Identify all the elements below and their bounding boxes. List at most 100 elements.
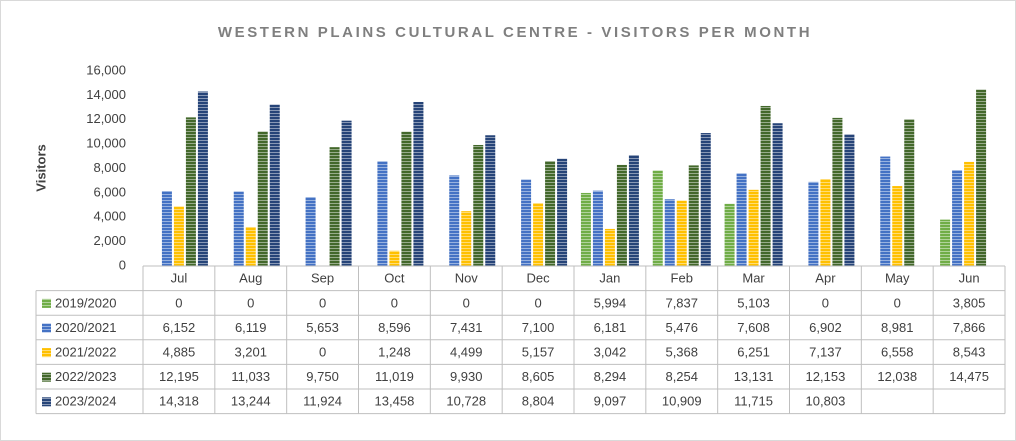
bar	[545, 161, 556, 266]
table-value: 8,596	[378, 320, 411, 335]
table-value: 3,042	[594, 345, 627, 360]
bar	[245, 226, 256, 266]
table-value: 6,152	[163, 320, 196, 335]
table-value: 13,131	[734, 369, 774, 384]
table-value: 7,837	[665, 295, 698, 310]
table-value: 8,294	[594, 369, 627, 384]
y-tick-label: 12,000	[86, 111, 126, 126]
table-value: 5,476	[665, 320, 698, 335]
table-value: 3,805	[953, 295, 986, 310]
table-value: 6,181	[594, 320, 627, 335]
x-tick-label: May	[885, 271, 910, 286]
x-tick-label: Jun	[959, 271, 980, 286]
table-value: 7,431	[450, 320, 483, 335]
bar	[904, 119, 915, 267]
table-value: 13,458	[375, 394, 415, 409]
bar	[329, 147, 340, 266]
table-value: 13,244	[231, 394, 271, 409]
bar	[389, 250, 400, 266]
bar	[233, 191, 244, 266]
x-tick-label: Oct	[384, 271, 405, 286]
legend-key	[42, 323, 51, 333]
bar	[652, 170, 663, 266]
bar	[604, 228, 615, 266]
table-value: 1,248	[378, 345, 411, 360]
bar	[772, 123, 783, 266]
bar	[688, 165, 699, 266]
bar	[533, 203, 544, 266]
bar	[485, 135, 496, 266]
y-tick-label: 8,000	[93, 160, 126, 175]
bar	[976, 89, 987, 266]
legend-label: 2022/2023	[55, 369, 116, 384]
table-value: 9,097	[594, 394, 627, 409]
table-value: 7,137	[809, 345, 842, 360]
y-tick-label: 0	[119, 257, 126, 272]
bar	[197, 91, 208, 266]
legend-label: 2023/2024	[55, 394, 116, 409]
x-tick-label: Apr	[815, 271, 836, 286]
chart-title: WESTERN PLAINS CULTURAL CENTRE - VISITOR…	[218, 24, 812, 41]
table-value: 0	[175, 295, 182, 310]
bar	[940, 219, 951, 266]
table-value: 11,033	[231, 369, 270, 384]
table-value: 8,804	[522, 394, 555, 409]
table-value: 0	[391, 295, 398, 310]
x-tick-label: Nov	[455, 271, 479, 286]
y-tick-label: 16,000	[86, 62, 126, 77]
y-tick-label: 6,000	[93, 184, 126, 199]
legend-key	[42, 397, 51, 407]
table-value: 6,902	[809, 320, 842, 335]
legend-label: 2021/2022	[55, 345, 116, 360]
y-tick-label: 10,000	[86, 136, 126, 151]
table-value: 7,100	[522, 320, 555, 335]
bar	[832, 117, 843, 266]
table-value: 8,254	[665, 369, 698, 384]
x-tick-label: Feb	[671, 271, 693, 286]
bar	[173, 206, 184, 266]
legend-key	[42, 372, 51, 382]
bar	[557, 158, 568, 266]
table-value: 11,019	[375, 369, 414, 384]
bar	[449, 175, 460, 266]
table-value: 0	[319, 295, 326, 310]
table-value: 3,201	[234, 345, 267, 360]
bar	[592, 190, 603, 266]
table-value: 11,715	[734, 394, 773, 409]
bar	[377, 161, 388, 266]
table-value: 0	[534, 295, 541, 310]
table-value: 4,885	[163, 345, 196, 360]
table-value: 14,318	[159, 394, 199, 409]
table-value: 7,866	[953, 320, 986, 335]
legend-key	[42, 348, 51, 358]
bar	[808, 181, 819, 266]
bar	[616, 164, 627, 266]
table-value: 11,924	[303, 394, 342, 409]
bar	[413, 101, 424, 266]
table-value: 7,608	[737, 320, 770, 335]
table-value: 5,368	[665, 345, 698, 360]
bar	[257, 131, 268, 266]
bar	[820, 179, 831, 266]
table-value: 8,605	[522, 369, 555, 384]
bar	[269, 104, 280, 267]
table-value: 4,499	[450, 345, 483, 360]
table-value: 12,153	[806, 369, 846, 384]
bar	[628, 155, 639, 266]
bar	[700, 133, 711, 266]
bar	[880, 156, 891, 266]
bar	[401, 131, 412, 266]
bar	[760, 105, 771, 266]
bar	[305, 197, 316, 266]
bar	[664, 199, 675, 266]
x-tick-label: Jul	[171, 271, 188, 286]
bar	[964, 161, 975, 266]
table-value: 5,157	[522, 345, 555, 360]
bar	[473, 144, 484, 266]
table-value: 6,119	[235, 320, 267, 335]
bar	[521, 179, 532, 266]
x-tick-label: Mar	[742, 271, 765, 286]
bar	[676, 200, 687, 266]
